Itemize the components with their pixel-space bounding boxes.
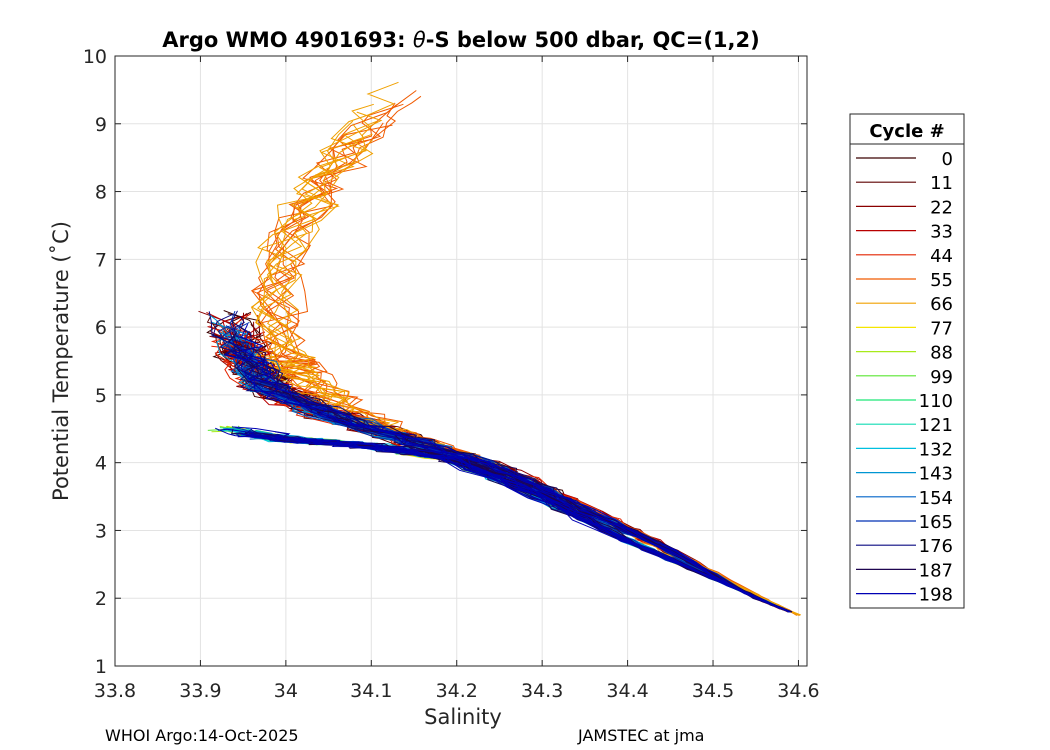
- legend-label: 198: [919, 585, 953, 606]
- profile-line: [230, 341, 790, 613]
- axis-ticks: 33.8 33.9 34 34.1 34.2 34.3 34.4 34.5 34.6123456…: [83, 46, 820, 702]
- legend-label: 165: [919, 512, 953, 533]
- y-tick-label: 4: [95, 453, 107, 475]
- y-tick-label: 3: [95, 520, 107, 542]
- legend-label: 55: [930, 270, 953, 291]
- legend-label: 176: [919, 536, 953, 557]
- legend-label: 143: [919, 464, 953, 485]
- legend-title: Cycle #: [869, 121, 944, 142]
- footer-left: WHOI Argo:14-Oct-2025: [105, 726, 299, 745]
- x-tick-label: 34.6: [777, 680, 819, 702]
- y-tick-label: 9: [95, 114, 107, 136]
- legend-label: 66: [930, 294, 953, 315]
- legend-label: 11: [930, 173, 953, 194]
- legend-label: 0: [942, 149, 953, 170]
- x-axis-label: Salinity: [424, 705, 502, 729]
- y-tick-label: 7: [95, 249, 107, 271]
- profile-line: [255, 103, 799, 616]
- x-tick-label: 34.2: [436, 680, 478, 702]
- legend-items: 0 11 22 33 44 55 66 77 88 99 110 121 132 143 154 165 176…: [856, 149, 953, 606]
- profile-line: [217, 428, 782, 609]
- legend-label: 187: [919, 560, 953, 581]
- y-tick-label: 10: [83, 46, 107, 68]
- legend-label: 132: [919, 439, 953, 460]
- y-tick-label: 2: [95, 588, 107, 610]
- profile-line: [240, 356, 790, 613]
- legend: Cycle # 0 11 22 33 44 55 66 77 88 99 110 121 132 143 1…: [849, 113, 965, 609]
- profile-lines: [198, 81, 801, 616]
- x-tick-label: 34: [274, 680, 298, 702]
- legend-label: 99: [930, 367, 953, 388]
- legend-label: 121: [919, 415, 953, 436]
- y-tick-label: 5: [95, 385, 107, 407]
- y-tick-label: 8: [95, 182, 107, 204]
- x-tick-label: 34.1: [350, 680, 392, 702]
- legend-label: 44: [930, 246, 953, 267]
- y-tick-label: 6: [95, 317, 107, 339]
- plot-frame: [114, 55, 808, 667]
- chart-title: Argo WMO 4901693: θ-S below 500 dbar, QC…: [162, 28, 759, 52]
- legend-label: 33: [930, 222, 953, 243]
- legend-label: 77: [930, 318, 953, 339]
- footer-right: JAMSTEC at jma: [577, 726, 704, 745]
- profile-line: [215, 427, 781, 609]
- x-tick-label: 33.8: [94, 680, 136, 702]
- x-tick-label: 34.5: [692, 680, 734, 702]
- y-axis-label: Potential Temperature (˚C): [49, 221, 73, 501]
- x-tick-label: 34.3: [521, 680, 563, 702]
- legend-label: 88: [930, 343, 953, 364]
- x-tick-label: 33.9: [179, 680, 221, 702]
- legend-label: 22: [930, 197, 953, 218]
- y-tick-label: 1: [95, 656, 107, 678]
- legend-label: 154: [919, 488, 953, 509]
- x-tick-label: 34.4: [606, 680, 648, 702]
- legend-label: 110: [919, 391, 953, 412]
- legend-box: [849, 113, 965, 609]
